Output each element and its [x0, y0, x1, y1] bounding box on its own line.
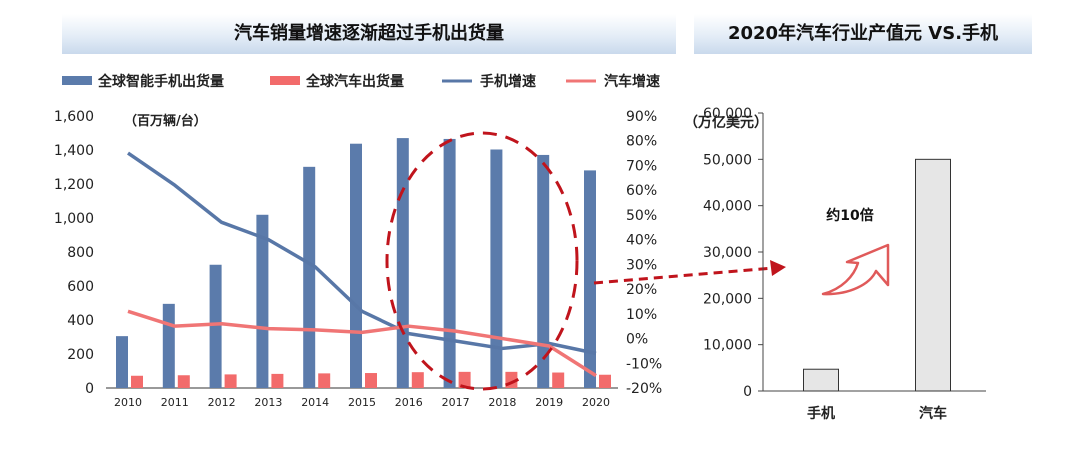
- x-tick-label: 2017: [442, 396, 470, 409]
- phone-shipment-bar: [396, 138, 409, 388]
- x-tick-label: 2014: [301, 396, 329, 409]
- phone-shipment-bar: [209, 264, 222, 388]
- value-bar: [803, 368, 839, 392]
- left-y-tick-label: 600: [67, 279, 94, 295]
- right-y-tick-label: 90%: [626, 109, 657, 125]
- upward-curved-arrow-icon: [821, 243, 890, 296]
- x-tick-label: 2015: [348, 396, 376, 409]
- right-chart-title-banner: 2020年汽车行业产值元 VS.手机: [694, 14, 1032, 54]
- phone-growth-line: [127, 151, 597, 356]
- right-chart-y-tick-label: 50,000: [703, 152, 752, 168]
- left-y-tick-label: 1,400: [54, 143, 94, 159]
- car-shipment-bar: [365, 373, 377, 388]
- car-growth-line: [127, 309, 597, 378]
- car-shipment-bar: [599, 374, 611, 388]
- right-chart-title: 2020年汽车行业产值元 VS.手机: [727, 23, 999, 44]
- legend-swatch-phone-shipments: [62, 76, 92, 85]
- x-tick-label: 2016: [395, 396, 423, 409]
- phone-shipment-bar: [537, 154, 550, 388]
- right-y-tick-label: 20%: [626, 282, 657, 298]
- right-y-tick-label: 70%: [626, 158, 657, 174]
- left-chart-title-banner: 汽车销量增速逐渐超过手机出货量: [62, 14, 676, 54]
- legend-label-phone-shipments: 全球智能手机出货量: [97, 73, 224, 90]
- phone-shipment-bar: [116, 336, 128, 388]
- phone-shipment-bars: [116, 138, 596, 388]
- right-chart-y-tick-label: 10,000: [703, 338, 752, 354]
- right-y-tick-label: -20%: [626, 381, 662, 397]
- right-chart-x-tick-label: 手机: [807, 405, 835, 422]
- car-shipment-bars: [131, 371, 611, 388]
- phone-shipment-bar: [162, 303, 175, 388]
- x-axis-ticks: 2010 2011 2012 2013 2014 2015 2016 2017 2018 2019…: [114, 396, 610, 409]
- left-y-tick-label: 200: [67, 347, 94, 363]
- left-y-axis-ticks: 0 200 400 600 800 1,000 1,200 1,400 1,600: [54, 109, 94, 397]
- x-tick-label: 2011: [161, 396, 189, 409]
- car-shipment-bar: [458, 371, 471, 388]
- highlight-ellipse: [385, 131, 579, 391]
- left-chart-title: 汽车销量增速逐渐超过手机出货量: [234, 23, 504, 44]
- right-y-tick-label: 0%: [626, 332, 648, 348]
- left-y-tick-label: 0: [85, 381, 94, 397]
- right-y-tick-label: 80%: [626, 134, 657, 150]
- legend-swatch-car-shipments: [270, 76, 300, 85]
- right-y-tick-label: 50%: [626, 208, 657, 224]
- x-tick-label: 2018: [488, 396, 516, 409]
- right-chart-bars: [803, 158, 951, 392]
- right-chart-unit-label: （万亿美元）: [684, 114, 768, 131]
- car-shipment-bar: [411, 372, 424, 388]
- value-bar: [915, 158, 951, 392]
- legend: 全球智能手机出货量 全球汽车出货量 手机增速 汽车增速: [62, 73, 660, 90]
- x-tick-label: 2020: [582, 396, 610, 409]
- right-chart-y-tick-label: 30,000: [703, 245, 752, 261]
- right-chart-x-tick-label: 汽车: [919, 405, 947, 422]
- legend-label-car-shipments: 全球汽车出货量: [305, 73, 404, 90]
- car-shipment-bar: [131, 375, 143, 388]
- left-y-tick-label: 1,600: [54, 109, 94, 125]
- right-y-tick-label: 60%: [626, 183, 657, 199]
- right-y-tick-label: 40%: [626, 233, 657, 249]
- phone-shipment-bar: [256, 214, 269, 388]
- annotation-arrow-line: [593, 266, 775, 285]
- right-y-tick-label: 10%: [626, 307, 657, 323]
- phone-shipment-bar: [350, 143, 362, 388]
- right-chart-y-tick-label: 40,000: [703, 199, 752, 215]
- left-y-tick-label: 400: [67, 313, 94, 329]
- car-shipment-bar: [271, 373, 284, 388]
- phone-shipment-bar: [584, 170, 596, 388]
- phone-shipment-bar: [303, 166, 316, 388]
- x-tick-label: 2013: [254, 396, 282, 409]
- phone-shipment-bar: [490, 149, 503, 388]
- x-tick-label: 2010: [114, 396, 142, 409]
- legend-label-car-growth: 汽车增速: [604, 73, 660, 90]
- right-chart-y-tick-label: 0: [743, 384, 752, 400]
- left-y-tick-label: 800: [67, 245, 94, 261]
- growth-lines: [127, 151, 597, 378]
- car-shipment-bar: [177, 375, 190, 388]
- right-chart-y-ticks: 0 10,000 20,000 30,000 40,000 50,000 60,000: [703, 106, 763, 400]
- left-chart-unit-label: （百万辆/台）: [124, 113, 207, 129]
- car-shipment-bar: [318, 373, 331, 388]
- x-tick-label: 2012: [208, 396, 236, 409]
- right-y-axis-ticks: -20% -10% 0% 10% 20% 30% 40% 50% 60% 70% 80% 90%: [626, 109, 662, 397]
- right-chart-y-tick-label: 20,000: [703, 291, 752, 307]
- annotation-arrowhead: [770, 260, 786, 276]
- left-y-tick-label: 1,200: [54, 177, 94, 193]
- right-chart-x-ticks: 手机 汽车: [807, 405, 947, 422]
- legend-label-phone-growth: 手机增速: [480, 73, 536, 90]
- right-y-tick-label: -10%: [626, 356, 662, 372]
- phone-shipment-bar: [443, 138, 456, 388]
- right-y-tick-label: 30%: [626, 257, 657, 273]
- ratio-annotation: 约10倍: [826, 207, 873, 224]
- left-y-tick-label: 1,000: [54, 211, 94, 227]
- car-shipment-bar: [552, 372, 565, 388]
- x-tick-label: 2019: [535, 396, 563, 409]
- car-shipment-bar: [224, 374, 237, 388]
- right-chart-y-tick-label: 60,000: [703, 106, 752, 122]
